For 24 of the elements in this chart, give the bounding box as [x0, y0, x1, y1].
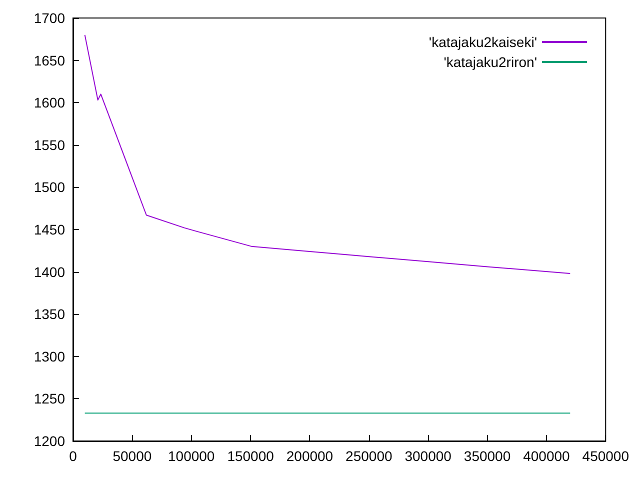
x-tick-label: 450000 [582, 448, 630, 464]
y-tick-label: 1500 [34, 179, 66, 196]
legend-label: 'katajaku2riron' [444, 54, 537, 70]
y-tick-label: 1300 [34, 348, 66, 364]
x-tick-label: 0 [69, 448, 78, 464]
y-tick-label: 1550 [34, 136, 66, 153]
y-tick-label: 1400 [34, 264, 66, 280]
x-tick-label: 350000 [464, 448, 511, 464]
y-tick-label: 1200 [34, 433, 66, 449]
x-tick-label: 200000 [286, 448, 334, 464]
line-series [84, 34, 571, 274]
x-tick-label: 150000 [227, 448, 274, 464]
y-tick-label: 1350 [34, 306, 66, 322]
y-tick-label: 1250 [34, 390, 66, 407]
x-tick-label: 250000 [346, 448, 392, 464]
legend-label: 'katajaku2kaiseki' [428, 34, 537, 50]
x-tick-label: 100000 [168, 448, 215, 464]
y-tick-label: 1450 [34, 222, 66, 238]
y-tick-label: 1600 [34, 94, 66, 111]
y-tick-label: 1700 [34, 10, 66, 26]
y-tick-label: 1650 [34, 52, 66, 68]
x-tick-label: 400000 [523, 448, 570, 464]
x-tick-label: 50000 [112, 448, 152, 464]
x-tick-label: 300000 [404, 448, 452, 464]
